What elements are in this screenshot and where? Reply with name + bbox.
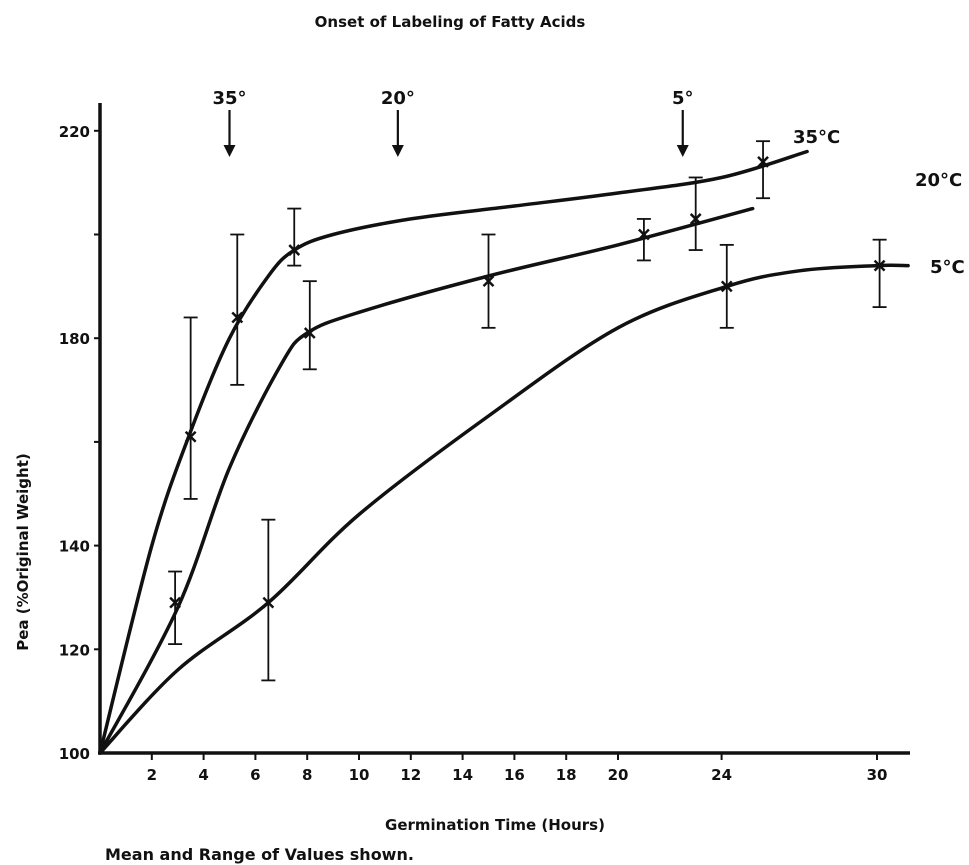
- series-label: 20°C: [915, 170, 962, 191]
- data-point-marker: [482, 275, 495, 288]
- data-points: [169, 156, 886, 609]
- x-tick-label: 6: [250, 766, 260, 784]
- onset-arrow-head: [223, 145, 236, 157]
- x-tick-label: 24: [711, 766, 732, 784]
- footnote: Mean and Range of Values shown.: [105, 845, 414, 864]
- series-labels: 35°C 20°C 5°C: [793, 127, 965, 278]
- x-tick-label: 14: [452, 766, 473, 784]
- error-bars: [168, 140, 887, 682]
- onset-arrow-head: [391, 145, 404, 157]
- data-point-marker: [638, 228, 650, 241]
- y-tick-label: 100: [59, 745, 90, 763]
- onset-marker: 5°: [672, 88, 694, 157]
- series-label: 35°C: [793, 127, 840, 148]
- data-point-marker: [169, 596, 181, 609]
- data-point-marker: [231, 311, 244, 324]
- data-point-marker: [720, 280, 733, 293]
- x-tick-label: 8: [302, 766, 312, 784]
- x-tick-label: 2: [147, 766, 157, 784]
- y-axis-label: Pea (%Original Weight): [14, 453, 32, 651]
- x-tick-label: 10: [349, 766, 370, 784]
- data-point-marker: [288, 244, 301, 256]
- data-point-marker: [184, 430, 197, 443]
- y-tick-label: 180: [59, 330, 90, 348]
- x-axis-label: Germination Time (Hours): [385, 816, 605, 834]
- y-tick-label: 220: [59, 123, 90, 141]
- x-tick-label: 18: [556, 766, 577, 784]
- series-label: 5°C: [930, 257, 965, 278]
- data-point-marker: [689, 213, 702, 225]
- data-point-marker: [757, 156, 769, 168]
- y-tick-label: 140: [59, 538, 90, 556]
- data-point-marker: [262, 596, 275, 609]
- data-point-marker: [303, 327, 316, 339]
- x-tick-label: 20: [608, 766, 629, 784]
- onset-marker: 20°: [381, 88, 415, 157]
- y-tick-label: 120: [59, 641, 90, 659]
- series-line: [98, 206, 755, 755]
- x-tick-label: 16: [504, 766, 525, 784]
- series-lines: [98, 149, 910, 755]
- onset-marker: 35°: [212, 88, 247, 157]
- x-tick-label: 4: [198, 766, 208, 784]
- series-line: [98, 149, 809, 755]
- chart-title: Onset of Labeling of Fatty Acids: [315, 13, 586, 31]
- series-line: [98, 263, 910, 755]
- x-tick-label: 30: [867, 766, 888, 784]
- onset-arrow-head: [676, 145, 689, 157]
- onset-marker-label: 35°: [212, 88, 246, 109]
- data-point-marker: [873, 259, 886, 272]
- onset-marker-label: 20°: [381, 88, 415, 109]
- x-tick-label: 12: [400, 766, 421, 784]
- onset-markers: 35° 20° 5°: [212, 88, 694, 157]
- onset-marker-label: 5°: [672, 88, 694, 109]
